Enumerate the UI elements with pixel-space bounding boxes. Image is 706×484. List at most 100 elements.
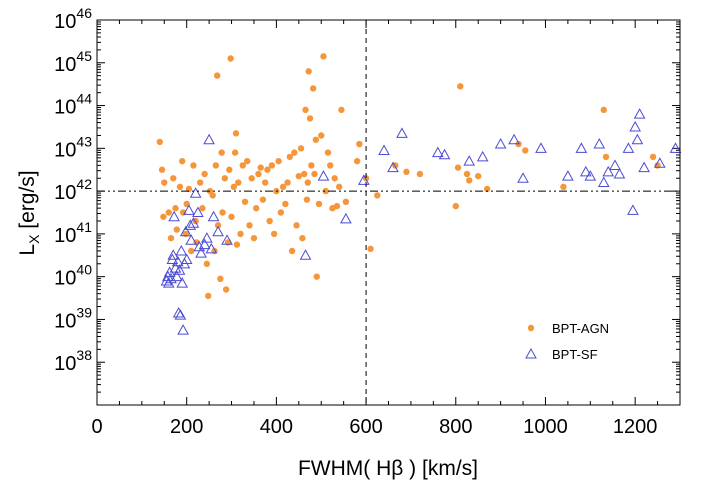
agn-point (374, 192, 381, 199)
agn-point (602, 153, 610, 161)
sf-point (187, 217, 200, 228)
y-axis-label: LX [erg/s] (16, 170, 42, 255)
x-tick-label: 400 (260, 416, 293, 438)
agn-point (173, 226, 181, 233)
agn-point (403, 168, 410, 176)
agn-point (176, 183, 184, 191)
sf-point (622, 142, 635, 153)
sf-point (597, 176, 610, 188)
agn-point (279, 183, 287, 191)
agn-point (172, 205, 179, 212)
sf-point (170, 270, 183, 282)
agn-point (309, 85, 317, 92)
agn-point (226, 166, 233, 173)
sf-point (378, 144, 390, 155)
sf-point (609, 159, 621, 170)
agn-point (320, 53, 327, 60)
legend-agn-label: BPT-AGN (552, 321, 609, 336)
agn-point (222, 286, 230, 293)
y-tick-label: 1043 (54, 133, 92, 161)
agn-point (649, 153, 657, 161)
agn-point (452, 202, 459, 210)
sf-point (198, 238, 211, 250)
points-layer (156, 53, 682, 335)
sf-point (494, 138, 507, 149)
agn-point (259, 196, 267, 203)
agn-point (277, 209, 285, 216)
svg-text:LX [erg/s]: LX [erg/s] (16, 170, 42, 255)
sf-point (631, 133, 644, 145)
agn-point (248, 175, 255, 182)
sf-point (653, 157, 666, 168)
sf-point (192, 206, 204, 217)
agn-point (158, 166, 166, 173)
agn-point (282, 200, 289, 208)
agn-point (474, 172, 482, 180)
y-tick-label: 1041 (54, 219, 92, 247)
agn-point (217, 275, 224, 283)
agn-point (299, 234, 306, 242)
agn-point (305, 68, 312, 75)
sf-point (171, 255, 184, 267)
agn-point (295, 172, 303, 180)
sf-point (638, 161, 650, 173)
agn-point (266, 217, 273, 225)
labels-layer: 0 200 400 600 800 1000 1200 1038 1039 1040 1041 104… (54, 5, 657, 438)
agn-point (244, 157, 251, 165)
agn-point (187, 247, 195, 255)
agn-point (156, 138, 163, 146)
y-tick-label: 1039 (54, 304, 92, 332)
agn-point (293, 222, 300, 229)
agn-point (199, 205, 206, 212)
sf-point (633, 108, 646, 119)
sf-point (203, 133, 215, 145)
agn-point (255, 170, 262, 178)
agn-point (333, 202, 341, 210)
agn-point (312, 136, 320, 143)
y-tick-label: 1038 (54, 347, 92, 375)
sf-point (463, 155, 476, 166)
sf-point (221, 234, 233, 245)
sf-point (476, 150, 489, 162)
legend-agn-marker (527, 324, 535, 332)
y-tick-label: 1042 (54, 176, 92, 204)
agn-point (322, 187, 329, 195)
x-tick-label: 1200 (613, 416, 658, 438)
sf-point (629, 120, 642, 132)
sf-point (168, 210, 180, 222)
y-tick-label: 1045 (54, 48, 92, 76)
agn-point (213, 72, 221, 79)
agn-point (560, 183, 567, 191)
sf-point (535, 142, 547, 153)
sf-point (189, 187, 202, 198)
x-tick-label: 800 (439, 416, 472, 438)
agn-point (297, 145, 305, 152)
agn-point (232, 130, 240, 137)
agn-point (284, 179, 291, 186)
agn-point (324, 149, 332, 156)
sf-point (627, 204, 639, 215)
agn-point (212, 162, 220, 169)
agn-point (264, 166, 271, 173)
agn-point (463, 170, 471, 178)
agn-point (205, 292, 212, 300)
sf-point (396, 127, 408, 138)
sf-point (183, 204, 195, 215)
agn-point (246, 222, 253, 229)
ticks-layer (96, 19, 681, 406)
y-tick-label: 1046 (54, 5, 92, 33)
agn-point (315, 200, 323, 208)
agn-point (231, 149, 239, 156)
agn-point (367, 245, 374, 253)
x-tick-label: 1000 (523, 416, 568, 438)
agn-point (201, 170, 208, 178)
agn-point (170, 175, 177, 182)
agn-point (268, 162, 276, 169)
agn-point (227, 55, 234, 62)
x-axis-label: FWHM( Hβ ) [km/s] (298, 457, 478, 480)
agn-point (311, 170, 318, 178)
agn-point (335, 183, 343, 191)
sf-point (613, 167, 626, 179)
agn-point (356, 140, 363, 148)
